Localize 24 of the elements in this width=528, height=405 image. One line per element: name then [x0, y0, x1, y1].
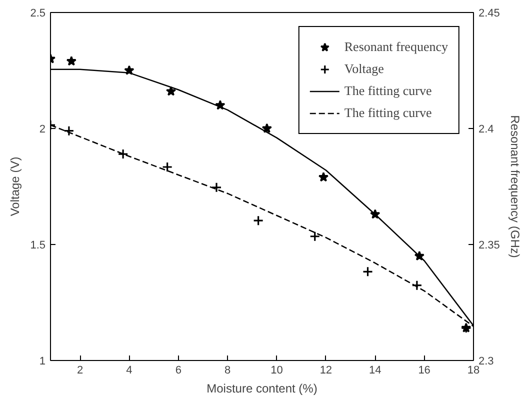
- y-tick-label: 2.5: [30, 8, 46, 20]
- x-tick-label: 6: [175, 364, 182, 376]
- y-tick-label: 2: [39, 124, 46, 136]
- legend-label: The fitting curve: [344, 105, 432, 121]
- x-tick-label: 14: [369, 364, 382, 376]
- y-tick-label: 1: [39, 356, 46, 368]
- x-tick-label: 2: [76, 364, 84, 376]
- legend-label: The fitting curve: [344, 83, 432, 99]
- x-tick-label: 4: [126, 364, 132, 376]
- x-tick-label: 8: [224, 364, 231, 376]
- y2-tick-label: 2.45: [478, 8, 500, 20]
- x-tick-label: 18: [467, 364, 480, 376]
- y-tick-label: 1.5: [30, 240, 46, 252]
- legend-label: Voltage: [344, 61, 384, 77]
- y2-tick-label: 2.3: [478, 356, 494, 368]
- x-tick-label: 16: [418, 364, 430, 376]
- legend-label: Resonant frequency: [344, 39, 448, 55]
- x-axis-title: Moisture content (%): [206, 382, 318, 396]
- x-tick-label: 10: [270, 364, 283, 376]
- y-axis-title: Voltage (V): [8, 156, 22, 216]
- y2-axis-title: Resonant frequency (GHz): [508, 115, 522, 258]
- y2-tick-label: 2.4: [478, 124, 494, 136]
- y2-tick-label: 2.35: [478, 240, 500, 252]
- x-tick-label: 12: [320, 364, 332, 376]
